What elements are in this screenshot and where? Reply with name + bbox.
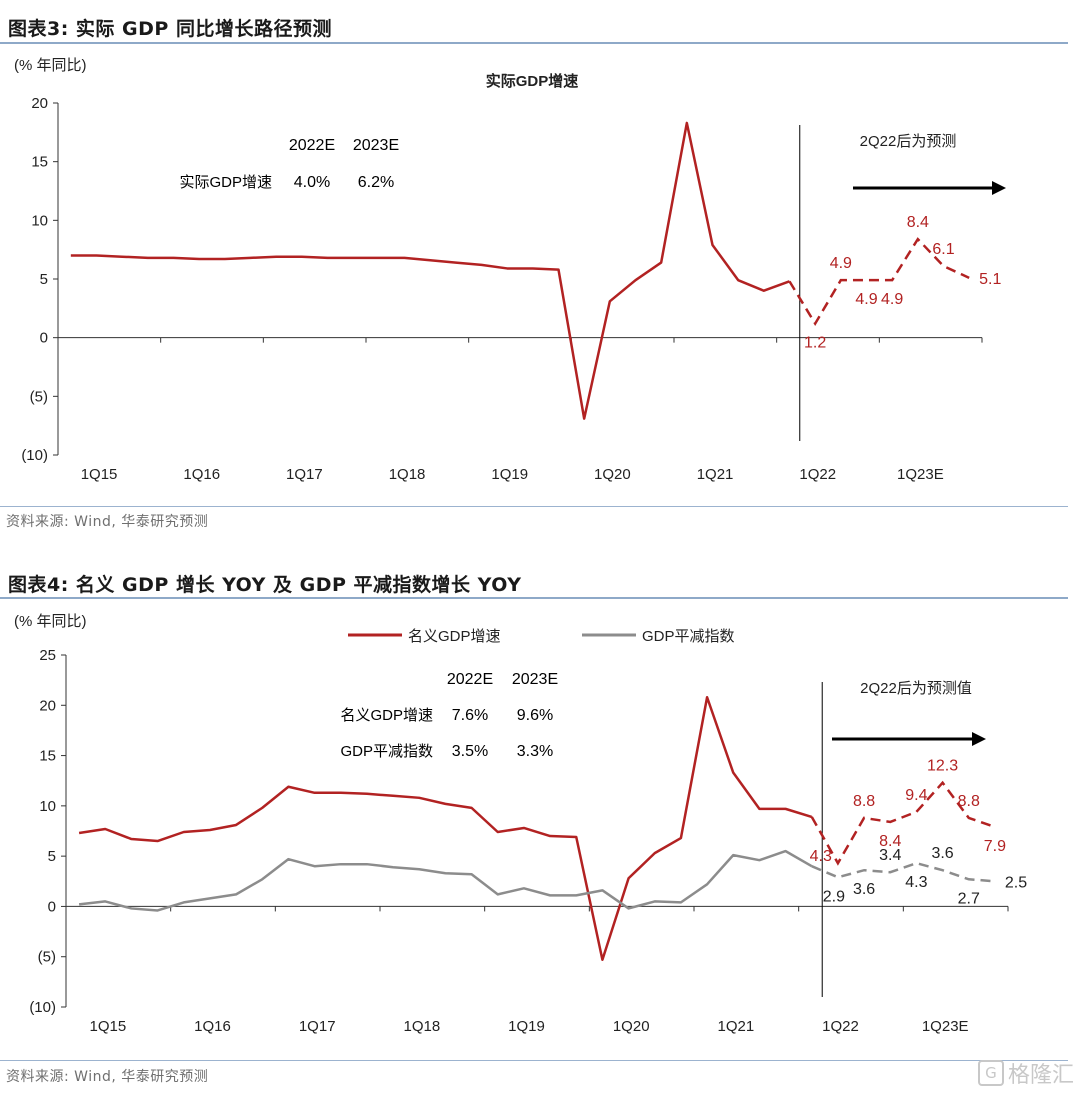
data-label: 3.6 bbox=[931, 845, 953, 862]
y-tick-label: 0 bbox=[40, 330, 48, 347]
real-gdp-chart: (% 年同比) 实际GDP增速 20 15 10 5 0 (5) (10) 1Q15 1Q16 1… bbox=[14, 57, 1006, 483]
x-tick-label: 1Q21 bbox=[718, 1018, 755, 1035]
y-tick-label: 5 bbox=[40, 271, 48, 288]
series-line-actual bbox=[78, 849, 813, 912]
table-header-2023e: 2023E bbox=[512, 671, 558, 688]
table-header-2023e: 2023E bbox=[353, 137, 399, 154]
x-tick-label: 1Q19 bbox=[491, 466, 528, 483]
series-line-forecast bbox=[810, 780, 996, 866]
y-tick-label: 20 bbox=[31, 95, 48, 112]
table-row-label: 实际GDP增速 bbox=[179, 174, 272, 191]
figure3-bottom-rule bbox=[0, 506, 1068, 507]
figure4-title-rule bbox=[0, 597, 1068, 599]
y-tick-label: (10) bbox=[29, 999, 56, 1016]
data-label: 8.8 bbox=[853, 793, 875, 810]
y-unit-label: (% 年同比) bbox=[14, 57, 87, 74]
y-tick-label: (5) bbox=[38, 949, 56, 966]
figure3-title-rule bbox=[0, 42, 1068, 44]
data-label: 2.5 bbox=[1005, 874, 1027, 891]
data-label: 6.1 bbox=[932, 241, 954, 258]
data-label: 4.9 bbox=[830, 255, 852, 272]
nominal-gdp-deflator-chart: (% 年同比) 名义GDP增速 GDP平减指数 25 20 15 10 5 0 (5) (10)… bbox=[14, 613, 1027, 1035]
table-value-deflator-2022e: 3.5% bbox=[452, 743, 488, 760]
y-tick-label: 15 bbox=[31, 154, 48, 171]
table-value-2023e: 6.2% bbox=[358, 174, 394, 191]
forecast-note: 2Q22后为预测 bbox=[860, 133, 957, 150]
x-tick-label: 1Q20 bbox=[594, 466, 631, 483]
series-line-actual bbox=[78, 695, 813, 961]
table-header-2022e: 2022E bbox=[289, 137, 335, 154]
figure4-bottom-rule bbox=[0, 1060, 1068, 1061]
x-tick-label: 1Q23E bbox=[922, 1018, 969, 1035]
watermark: G 格隆汇 bbox=[977, 1057, 1074, 1089]
x-tick-label: 1Q15 bbox=[81, 466, 118, 483]
forecast-arrow-icon bbox=[853, 181, 1006, 195]
legend-label: GDP平减指数 bbox=[642, 628, 735, 645]
x-tick-label: 1Q19 bbox=[508, 1018, 545, 1035]
data-label: 8.8 bbox=[958, 793, 980, 810]
y-tick-label: 10 bbox=[31, 212, 48, 229]
forecast-note: 2Q22后为预测值 bbox=[860, 680, 972, 697]
watermark-text: 格隆汇 bbox=[1007, 1063, 1074, 1088]
watermark-logo-icon: G bbox=[977, 1060, 1004, 1086]
y-tick-label: 15 bbox=[39, 748, 56, 765]
y-tick-label: (5) bbox=[30, 388, 48, 405]
table-value-2022e: 4.0% bbox=[294, 174, 330, 191]
legend: 名义GDP增速 GDP平减指数 bbox=[348, 628, 735, 645]
data-label: 5.1 bbox=[979, 271, 1001, 288]
figure4-source: 资料来源: Wind, 华泰研究预测 bbox=[6, 1069, 209, 1085]
x-tick-label: 1Q17 bbox=[286, 466, 323, 483]
figure3-title: 图表3: 实际 GDP 同比增长路径预测 bbox=[8, 18, 332, 40]
data-label: 2.9 bbox=[823, 888, 845, 905]
figure3-source: 资料来源: Wind, 华泰研究预测 bbox=[6, 514, 209, 530]
x-tick-label: 1Q23E bbox=[897, 466, 944, 483]
table-value-nominal-2023e: 9.6% bbox=[517, 707, 553, 724]
series-line-forecast bbox=[811, 861, 996, 883]
y-tick-label: 0 bbox=[48, 898, 56, 915]
y-tick-label: 25 bbox=[39, 647, 56, 664]
x-tick-label: 1Q16 bbox=[194, 1018, 231, 1035]
data-label: 8.4 bbox=[879, 833, 901, 850]
data-label: 2.7 bbox=[958, 890, 980, 907]
x-tick-label: 1Q18 bbox=[389, 466, 426, 483]
table-row-label-nominal: 名义GDP增速 bbox=[340, 707, 433, 724]
table-header-2022e: 2022E bbox=[447, 671, 493, 688]
forecast-table: 2022E 2023E 实际GDP增速 4.0% 6.2% bbox=[179, 137, 399, 191]
x-tick-label: 1Q22 bbox=[799, 466, 836, 483]
data-label: 3.6 bbox=[853, 881, 875, 898]
y-unit-label: (% 年同比) bbox=[14, 613, 87, 630]
data-label: 12.3 bbox=[927, 758, 958, 775]
series-line-actual bbox=[70, 121, 790, 420]
data-label: 9.4 bbox=[905, 787, 927, 804]
x-tick-label: 1Q18 bbox=[404, 1018, 441, 1035]
y-tick-label: 5 bbox=[48, 848, 56, 865]
legend-label: 名义GDP增速 bbox=[408, 628, 501, 645]
x-tick-label: 1Q16 bbox=[183, 466, 220, 483]
y-tick-label: (10) bbox=[21, 447, 48, 464]
data-label: 3.4 bbox=[879, 847, 901, 864]
forecast-arrow-icon bbox=[832, 732, 986, 746]
table-row-label-deflator: GDP平减指数 bbox=[340, 743, 433, 760]
y-tick-label: 10 bbox=[39, 798, 56, 815]
x-tick-label: 1Q22 bbox=[822, 1018, 859, 1035]
data-label: 8.4 bbox=[907, 214, 929, 231]
table-value-deflator-2023e: 3.3% bbox=[517, 743, 553, 760]
data-label: 7.9 bbox=[984, 838, 1006, 855]
table-value-nominal-2022e: 7.6% bbox=[452, 707, 488, 724]
chart-title: 实际GDP增速 bbox=[486, 72, 579, 90]
data-label: 4.3 bbox=[810, 848, 832, 865]
data-label: 4.3 bbox=[905, 874, 927, 891]
data-label: 1.2 bbox=[804, 335, 826, 352]
x-tick-label: 1Q15 bbox=[90, 1018, 127, 1035]
data-label: 4.9 bbox=[881, 291, 903, 308]
x-tick-label: 1Q17 bbox=[299, 1018, 336, 1035]
forecast-table: 2022E 2023E 名义GDP增速 7.6% 9.6% GDP平减指数 3.… bbox=[340, 671, 558, 760]
x-tick-label: 1Q20 bbox=[613, 1018, 650, 1035]
y-tick-label: 20 bbox=[39, 697, 56, 714]
x-tick-label: 1Q21 bbox=[697, 466, 734, 483]
series-line-forecast bbox=[788, 237, 970, 327]
figure4-title: 图表4: 名义 GDP 增长 YOY 及 GDP 平减指数增长 YOY bbox=[8, 574, 522, 596]
data-label: 4.9 bbox=[855, 291, 877, 308]
